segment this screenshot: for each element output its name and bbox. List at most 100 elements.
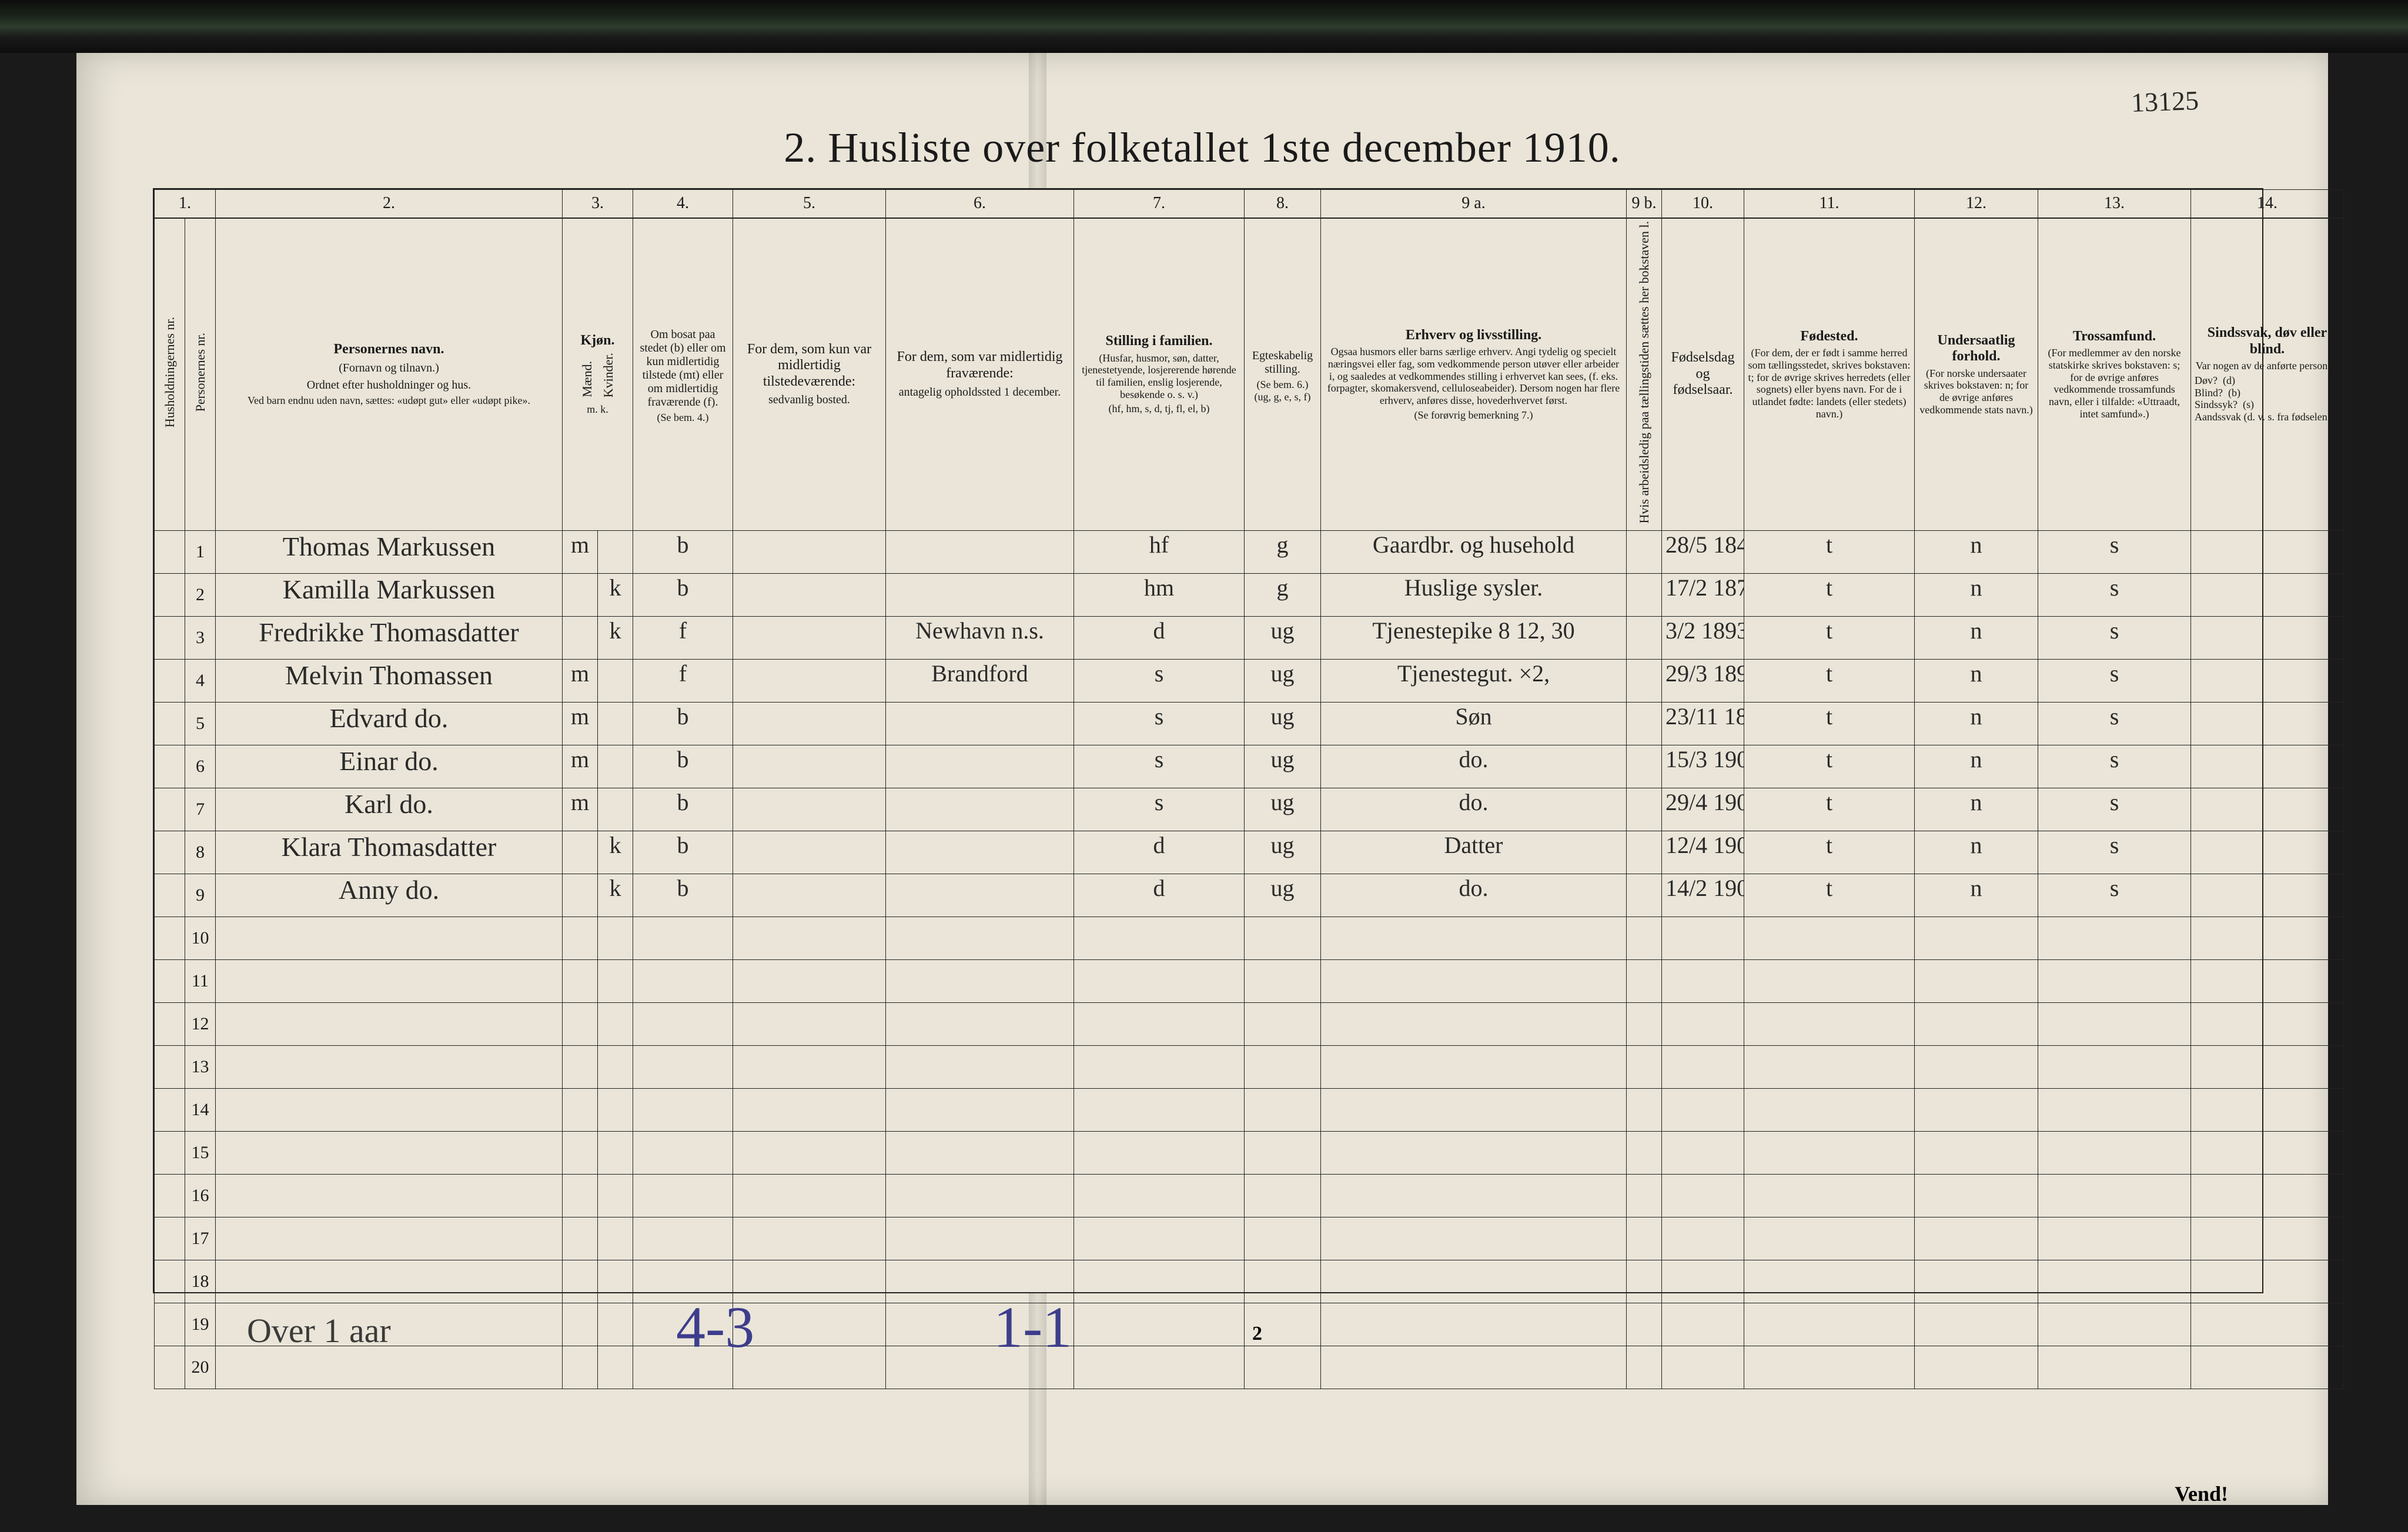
cell-family-pos: s <box>1074 702 1245 745</box>
hdr-religion: Trossamfund. (For medlemmer av den norsk… <box>2038 218 2191 531</box>
cell-occupation: Tjenestegut. ×2, <box>1321 659 1627 702</box>
cell-empty <box>1321 1002 1627 1045</box>
cell-birthplace: t <box>1744 745 1915 788</box>
cell-empty <box>1245 1002 1321 1045</box>
cell-temp-absent <box>886 745 1074 788</box>
cell-disability <box>2191 573 2344 616</box>
cell-family-pos: d <box>1074 616 1245 659</box>
cell-unemployed <box>1627 831 1662 874</box>
cell-empty <box>216 1131 563 1174</box>
cell-temp-absent <box>886 702 1074 745</box>
cell-occupation: Datter <box>1321 831 1627 874</box>
cell-religion: s <box>2038 788 2191 831</box>
cell-empty <box>1627 1045 1662 1088</box>
cell-empty <box>1662 1174 1744 1217</box>
cell-empty <box>216 1217 563 1260</box>
cell-empty <box>563 1217 598 1260</box>
cell-empty <box>1627 1088 1662 1131</box>
cell-empty <box>1744 1174 1915 1217</box>
colnum-6: 6. <box>886 190 1074 218</box>
colnum-9b: 9 b. <box>1627 190 1662 218</box>
cell-empty <box>633 959 733 1002</box>
cell-empty <box>733 1002 886 1045</box>
colnum-9a: 9 a. <box>1321 190 1627 218</box>
cell-empty <box>1245 1131 1321 1174</box>
cell-sex-m: m <box>563 530 598 573</box>
cell-empty <box>598 959 633 1002</box>
cell-empty <box>563 1131 598 1174</box>
cell-empty <box>216 1174 563 1217</box>
cell-sex-k <box>598 659 633 702</box>
cell-person-no: 15 <box>185 1131 216 1174</box>
cell-disability <box>2191 874 2344 916</box>
cell-empty <box>598 1217 633 1260</box>
cell-temp-present <box>733 573 886 616</box>
cell-empty <box>2191 1045 2344 1088</box>
hdr-marital: Egteskabelig stilling. (Se bem. 6.) (ug,… <box>1245 218 1321 531</box>
cell-empty <box>733 1045 886 1088</box>
cell-empty <box>1245 1088 1321 1131</box>
cell-empty <box>563 1303 598 1346</box>
cell-family-pos: s <box>1074 788 1245 831</box>
colnum-2: 2. <box>216 190 563 218</box>
cell-empty <box>633 1174 733 1217</box>
cell-empty <box>2038 1002 2191 1045</box>
document-paper: 13125 2. Husliste over folketallet 1ste … <box>76 53 2328 1505</box>
cell-empty <box>2038 1088 2191 1131</box>
cell-family-pos: s <box>1074 745 1245 788</box>
cell-temp-present <box>733 745 886 788</box>
cell-empty <box>1245 959 1321 1002</box>
cell-residence: b <box>633 573 733 616</box>
cell-empty <box>563 1002 598 1045</box>
cell-empty <box>1662 916 1744 959</box>
census-table: 1. 2. 3. 4. 5. 6. 7. 8. 9 a. 9 b. 10. 11… <box>153 188 2263 1293</box>
cell-empty <box>1915 1303 2038 1346</box>
cell-residence: f <box>633 659 733 702</box>
cell-birthplace: t <box>1744 874 1915 916</box>
hdr-name: Personernes navn. (Fornavn og tilnavn.) … <box>216 218 563 531</box>
colnum-3: 3. <box>563 190 633 218</box>
cell-empty <box>886 1174 1074 1217</box>
cell-household-no <box>155 788 185 831</box>
cell-household-no <box>155 916 185 959</box>
cell-empty <box>1744 1260 1915 1303</box>
cell-occupation: do. <box>1321 788 1627 831</box>
cell-household-no <box>155 1260 185 1303</box>
cell-name: Kamilla Markussen <box>216 573 563 616</box>
cell-empty <box>2191 1088 2344 1131</box>
scan-top-strip <box>0 0 2408 53</box>
cell-household-no <box>155 1088 185 1131</box>
cell-empty <box>1744 1088 1915 1131</box>
cell-sex-m <box>563 616 598 659</box>
cell-empty <box>1744 1346 1915 1389</box>
table-row: 9Anny do.kbdugdo.14/2 1908tns <box>155 874 2344 916</box>
cell-household-no <box>155 1303 185 1346</box>
cell-empty <box>1627 1346 1662 1389</box>
cell-empty <box>1074 1002 1245 1045</box>
cell-unemployed <box>1627 788 1662 831</box>
cell-religion: s <box>2038 659 2191 702</box>
cell-sex-k <box>598 530 633 573</box>
cell-temp-absent <box>886 831 1074 874</box>
cell-birthplace: t <box>1744 831 1915 874</box>
cell-person-no: 19 <box>185 1303 216 1346</box>
cell-empty <box>216 1260 563 1303</box>
table-row: 4Melvin ThomassenmfBrandfordsugTjenesteg… <box>155 659 2344 702</box>
cell-empty <box>1915 1088 2038 1131</box>
cell-temp-absent <box>886 530 1074 573</box>
cell-unemployed <box>1627 745 1662 788</box>
cell-religion: s <box>2038 874 2191 916</box>
footer-page-number: 2 <box>1252 1323 1262 1345</box>
table-row: 14 <box>155 1088 2344 1131</box>
table-row: 12 <box>155 1002 2344 1045</box>
cell-sex-m <box>563 831 598 874</box>
cell-empty <box>598 916 633 959</box>
cell-empty <box>216 1346 563 1389</box>
cell-residence: b <box>633 702 733 745</box>
cell-empty <box>2191 1174 2344 1217</box>
table-row: 5Edvard do.mbsugSøn23/11 1898tns <box>155 702 2344 745</box>
cell-empty <box>633 1217 733 1260</box>
table-row: 13 <box>155 1045 2344 1088</box>
cell-person-no: 17 <box>185 1217 216 1260</box>
cell-empty <box>886 1217 1074 1260</box>
